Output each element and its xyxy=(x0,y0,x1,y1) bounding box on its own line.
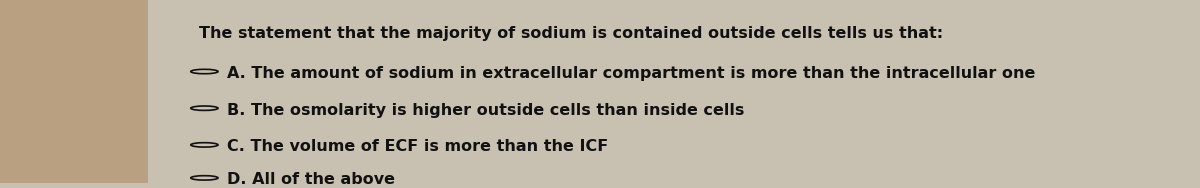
Text: B. The osmolarity is higher outside cells than inside cells: B. The osmolarity is higher outside cell… xyxy=(227,102,744,118)
Text: C. The volume of ECF is more than the ICF: C. The volume of ECF is more than the IC… xyxy=(227,139,608,154)
Text: A. The amount of sodium in extracellular compartment is more than the intracellu: A. The amount of sodium in extracellular… xyxy=(227,66,1036,81)
FancyBboxPatch shape xyxy=(0,0,148,183)
Text: D. All of the above: D. All of the above xyxy=(227,172,395,187)
Text: The statement that the majority of sodium is contained outside cells tells us th: The statement that the majority of sodiu… xyxy=(199,26,943,40)
